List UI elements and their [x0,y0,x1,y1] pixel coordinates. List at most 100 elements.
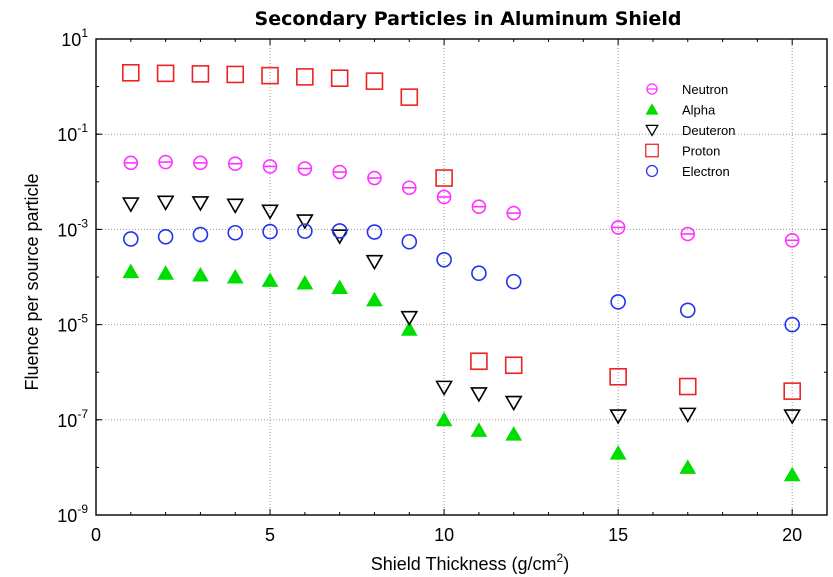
alpha-point [505,426,523,441]
electron-point [123,231,139,247]
proton-point [261,66,279,85]
electron-point [331,223,348,239]
alpha-point [261,272,279,287]
neutron-point [123,155,139,171]
electron-point [401,233,418,250]
legend-marker-electron [645,164,659,178]
deuteron-point [121,197,140,213]
electron-point [192,226,209,243]
neutron-point [193,155,208,171]
electron-point [784,316,800,333]
neutron-point [471,199,487,214]
neutron-point [784,233,800,248]
alpha-point [157,265,174,280]
data-points [121,63,802,482]
electron-point [366,224,383,240]
deuteron-point [504,395,523,412]
proton-point [226,65,245,84]
proton-point [504,356,523,375]
neutron-point [610,220,626,235]
electron-point [610,294,626,310]
proton-point [330,69,349,88]
legend-label-deuteron: Deuteron [682,123,735,138]
y-tick-base: 10 [57,411,77,431]
alpha-point [226,268,244,284]
alpha-point [296,274,314,290]
alpha-point [122,263,140,279]
legend-item-deuteron: Deuteron [645,123,735,138]
y-tick-label: 10-1 [57,121,88,145]
neutron-point [227,156,243,172]
y-tick-base: 10 [57,506,77,526]
y-tick-base: 10 [57,220,77,240]
proton-point [783,382,801,400]
proton-point [678,377,697,396]
y-tick-base: 10 [57,316,77,336]
electron-point [157,228,174,245]
y-tick-label: 10-5 [57,312,88,336]
proton-point [191,65,210,83]
y-tick-label: 10-9 [57,502,88,526]
electron-point [679,302,696,319]
electron-point [297,223,313,239]
legend-marker-alpha [645,103,659,115]
y-axis-label: Fluence per source particle [22,173,42,390]
electron-point [227,224,244,241]
neutron-point [436,189,452,205]
neutron-point [367,170,382,186]
proton-point [122,63,140,82]
proton-point [296,68,314,86]
alpha-point [609,445,627,460]
legend-marker-deuteron [645,124,659,137]
neutron-point [401,180,417,196]
alpha-point [435,411,453,427]
alpha-point [400,321,418,336]
electron-point [262,223,278,240]
x-axis-label-text: Shield Thickness (g/cm [371,554,557,574]
neutron-point [158,154,173,170]
neutron-point [680,226,696,242]
y-tick-exponent: -1 [77,121,88,135]
legend-label-electron: Electron [682,164,730,179]
y-tick-exponent: -9 [77,502,88,516]
legend-item-neutron: Neutron [646,82,728,97]
proton-point [609,368,627,386]
x-tick-label: 0 [91,525,101,545]
legend-item-alpha: Alpha [645,103,716,118]
legend-marker-proton [645,143,659,158]
y-tick-label: 101 [61,26,88,50]
alpha-point [783,466,801,482]
legend-item-proton: Proton [645,143,720,159]
neutron-point [506,205,522,221]
series-deuteron [121,195,802,425]
series-alpha [122,263,801,482]
x-tick-label: 20 [782,525,802,545]
y-tick-exponent: -7 [77,407,88,421]
deuteron-point [330,229,349,245]
legend-label-neutron: Neutron [682,82,728,97]
legend: Neutron Alpha Deuteron Proton Electron [645,82,735,179]
alpha-point [470,422,488,437]
deuteron-point [226,198,245,214]
legend-item-electron: Electron [645,164,730,179]
x-axis-label-superscript: 2 [557,551,564,565]
electron-point [436,251,452,268]
deuteron-point [191,196,210,212]
y-tick-base: 10 [61,30,81,50]
axis-ticks [95,38,827,516]
deuteron-point [400,310,419,327]
series-neutron [123,154,800,248]
proton-point [400,88,419,106]
y-tick-label: 10-7 [57,407,88,431]
deuteron-point [295,214,314,230]
deuteron-point [261,204,279,220]
deuteron-point [678,407,697,423]
electron-point [505,273,522,290]
deuteron-point [435,380,453,396]
legend-label-proton: Proton [682,144,720,159]
alpha-point [679,459,697,474]
deuteron-point [609,409,628,425]
x-tick-label: 15 [608,525,628,545]
